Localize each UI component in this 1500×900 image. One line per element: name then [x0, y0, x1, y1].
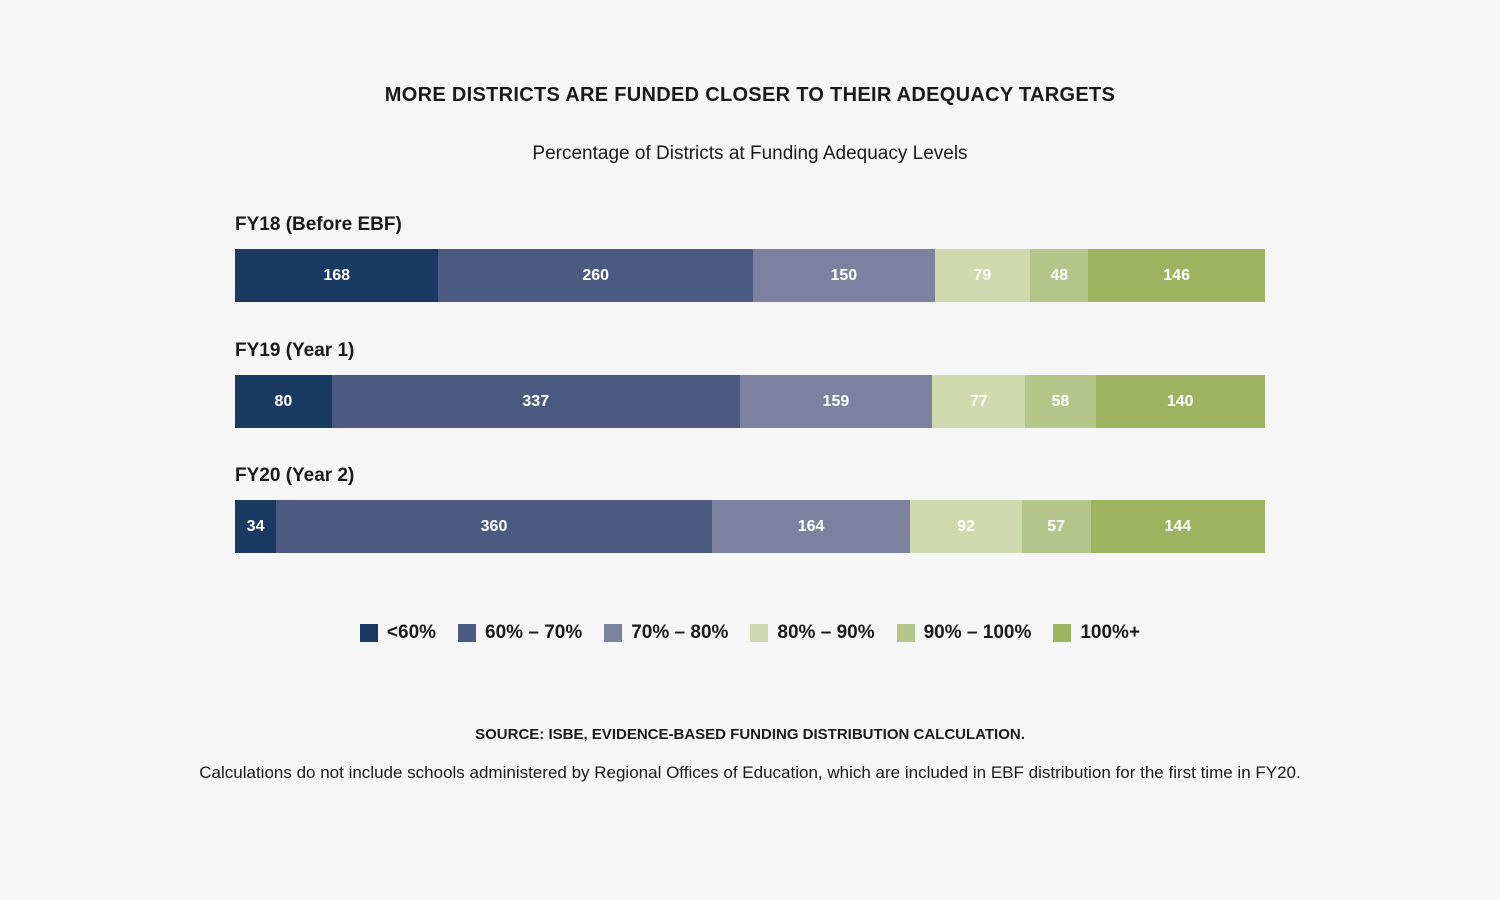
legend-swatch [604, 624, 623, 642]
data-label: 80 [274, 392, 293, 410]
legend-item: 70% – 80% [604, 622, 728, 644]
data-label: 260 [582, 266, 610, 284]
legend-swatch [1053, 624, 1072, 642]
legend: <60% 60% – 70% 70% – 80% 80% – 90% 90% – 100… [0, 622, 1500, 644]
data-label: 79 [973, 266, 992, 284]
chart-subtitle: Percentage of Districts at Funding Adequ… [532, 143, 968, 164]
legend-swatch [359, 624, 378, 642]
data-label: 140 [1166, 392, 1194, 410]
data-label: 48 [1050, 266, 1069, 284]
legend-item: 90% – 100% [896, 622, 1032, 644]
legend-label: 90% – 100% [923, 622, 1032, 643]
stacked-bar: 80 337 159 77 58 140 [235, 375, 1265, 428]
bar-segment: 34 [235, 500, 277, 553]
bar-segment: 146 [1088, 249, 1265, 302]
legend-swatch [896, 624, 915, 642]
data-label: 164 [797, 517, 825, 535]
bar-segment: 92 [910, 500, 1022, 553]
bar-segment: 360 [276, 500, 712, 553]
data-label: 337 [522, 392, 550, 410]
source-text: SOURCE: ISBE, EVIDENCE-BASED FUNDING DIS… [475, 726, 1025, 743]
bar-segment: 80 [235, 375, 332, 428]
data-label: 146 [1163, 266, 1190, 284]
legend-item: 60% – 70% [458, 622, 582, 644]
bar-segment: 168 [235, 249, 439, 302]
data-label: 58 [1051, 392, 1070, 410]
category-label: FY19 (Year 1) [235, 340, 355, 361]
legend-item: <60% [359, 622, 437, 644]
data-label: 144 [1164, 517, 1192, 535]
bar-segment: 57 [1021, 500, 1091, 553]
bar-segment: 159 [739, 375, 933, 428]
legend-swatch [750, 624, 769, 642]
legend-label: 70% – 80% [631, 622, 729, 643]
chart-title: MORE DISTRICTS ARE FUNDED CLOSER TO THEI… [384, 84, 1116, 106]
bar-segment: 150 [753, 249, 935, 302]
bar-segment: 48 [1030, 249, 1089, 302]
bar-segment: 79 [934, 249, 1031, 302]
legend-label: 60% – 70% [485, 622, 583, 643]
bar-segment: 164 [711, 500, 911, 553]
legend-label: 100%+ [1080, 622, 1141, 643]
data-label: 57 [1047, 517, 1066, 535]
stacked-bar: 34 360 164 92 57 144 [235, 500, 1265, 553]
data-label: 150 [830, 266, 858, 284]
legend-label: <60% [386, 622, 437, 643]
legend-item: 100%+ [1053, 622, 1140, 644]
bar-segment: 144 [1090, 500, 1265, 553]
category-label: FY18 (Before EBF) [235, 214, 402, 235]
bar-segment: 337 [331, 375, 740, 428]
legend-swatch [458, 624, 477, 642]
stacked-bar: 168 260 150 79 48 146 [235, 249, 1265, 302]
legend-item: 80% – 90% [750, 622, 875, 644]
bar-segment: 260 [438, 249, 754, 302]
data-label: 77 [969, 392, 988, 410]
bar-segment: 77 [932, 375, 1026, 428]
footnote: Calculations do not include schools admi… [199, 763, 1301, 782]
legend-label: 80% – 90% [777, 622, 875, 643]
category-label: FY20 (Year 2) [235, 465, 355, 486]
data-label: 159 [822, 392, 850, 410]
bar-segment: 58 [1025, 375, 1096, 428]
data-label: 92 [957, 517, 975, 535]
data-label: 168 [323, 266, 351, 284]
bar-segment: 140 [1095, 375, 1265, 428]
data-label: 360 [480, 517, 508, 535]
data-label: 34 [246, 517, 265, 535]
